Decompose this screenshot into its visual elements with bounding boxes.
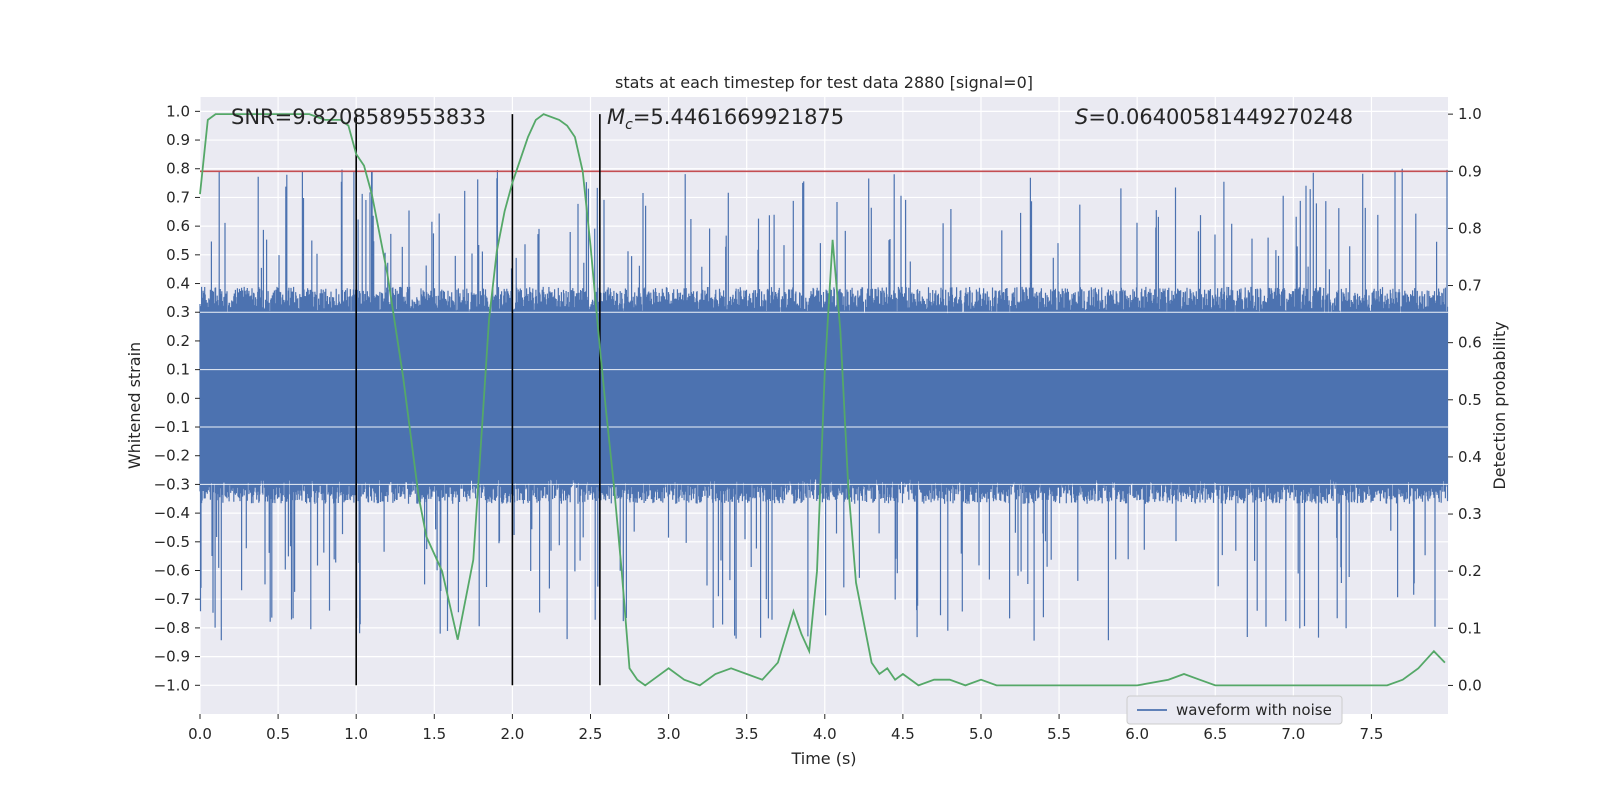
- x-tick-label: 6.0: [1125, 725, 1149, 743]
- x-tick-label: 1.0: [344, 725, 368, 743]
- y-right-tick-label: 1.0: [1458, 105, 1482, 123]
- chirp-mass-annotation: Mc=5.4461669921875: [607, 105, 844, 133]
- y-left-tick-label: 0.2: [166, 332, 190, 350]
- y-left-tick-label: 0.0: [166, 389, 190, 407]
- y-left-tick-label: −0.1: [154, 418, 190, 436]
- waveform-series: [199, 168, 1449, 641]
- y-left-tick-label: −0.7: [154, 590, 190, 608]
- y-left-tick-label: −0.8: [154, 619, 190, 637]
- y-right-tick-label: 0.5: [1458, 391, 1482, 409]
- chart-title: stats at each timestep for test data 288…: [615, 73, 1033, 92]
- y-left-tick-label: 0.8: [166, 160, 190, 178]
- x-tick-label: 6.5: [1203, 725, 1227, 743]
- x-tick-label: 5.0: [969, 725, 993, 743]
- y-left-tick-label: −1.0: [154, 676, 190, 694]
- legend-box: [1126, 695, 1343, 725]
- y-left-tick-label: 0.1: [166, 361, 190, 379]
- y-axis-left-label: Whitened strain: [125, 342, 144, 469]
- statistic-value: =0.06400581449270248: [1088, 105, 1353, 129]
- y-left-tick-label: 0.6: [166, 217, 190, 235]
- y-left-tick-label: 0.4: [166, 275, 190, 293]
- waveform-trace: [199, 168, 1449, 641]
- y-left-tick-label: −0.5: [154, 533, 190, 551]
- y-left-tick-label: 0.7: [166, 188, 190, 206]
- y-right-tick-label: 0.7: [1458, 277, 1482, 295]
- y-left-tick-label: −0.3: [154, 475, 190, 493]
- x-axis-label: Time (s): [790, 749, 856, 768]
- y-axis-right-label: Detection probability: [1490, 321, 1509, 489]
- x-tick-label: 7.0: [1281, 725, 1305, 743]
- x-tick-label: 4.5: [891, 725, 915, 743]
- x-tick-label: 4.0: [813, 725, 837, 743]
- chirp-mass-symbol: M: [607, 105, 625, 129]
- y-right-tick-label: 0.2: [1458, 562, 1482, 580]
- y-right-tick-label: 0.0: [1458, 676, 1482, 694]
- y-left-tick-label: −0.6: [154, 562, 190, 580]
- chirp-mass-value: =5.4461669921875: [633, 105, 844, 129]
- y-right-tick-label: 0.4: [1458, 448, 1482, 466]
- y-axis-right-ticks: 1.0 0.9 0.8 0.7 0.6 0.5 0.4 0.3 0.2 0.1 0.0: [1448, 105, 1482, 694]
- statistic-symbol: S: [1075, 105, 1088, 129]
- x-tick-label: 3.0: [657, 725, 681, 743]
- y-right-tick-label: 0.8: [1458, 219, 1482, 237]
- x-tick-label: 1.5: [422, 725, 446, 743]
- legend-label-waveform: waveform with noise: [1176, 701, 1332, 719]
- y-left-tick-label: −0.9: [154, 648, 190, 666]
- legend: waveform with noise: [1126, 695, 1343, 725]
- y-left-tick-label: −0.4: [154, 504, 190, 522]
- y-left-tick-label: 1.0: [166, 102, 190, 120]
- y-right-tick-label: 0.3: [1458, 505, 1482, 523]
- x-axis-ticks: 0.0 0.5 1.0 1.5 2.0 2.5 3.0 3.5 4.0 4.5 5.0 5.5 6.0 6…: [188, 714, 1383, 743]
- y-left-tick-label: −0.2: [154, 447, 190, 465]
- y-right-tick-label: 0.1: [1458, 619, 1482, 637]
- y-left-tick-label: 0.3: [166, 303, 190, 321]
- x-tick-label: 0.0: [188, 725, 212, 743]
- chirp-mass-subscript: c: [625, 117, 633, 133]
- x-tick-label: 2.0: [500, 725, 524, 743]
- y-right-tick-label: 0.9: [1458, 162, 1482, 180]
- snr-annotation: SNR=9.8208589553833: [231, 105, 486, 129]
- y-left-tick-label: 0.9: [166, 131, 190, 149]
- y-right-tick-label: 0.6: [1458, 334, 1482, 352]
- y-axis-left-ticks: 1.0 0.9 0.8 0.7 0.6 0.5 0.4 0.3 0.2 0.1 0.0 −0.1 −0.…: [154, 102, 200, 694]
- x-tick-label: 2.5: [579, 725, 603, 743]
- x-tick-label: 7.5: [1360, 725, 1384, 743]
- statistic-annotation: S=0.06400581449270248: [1075, 105, 1353, 129]
- x-tick-label: 0.5: [266, 725, 290, 743]
- detection-probability-line: [199, 113, 1446, 687]
- x-tick-label: 5.5: [1047, 725, 1071, 743]
- vertical-markers: [355, 114, 601, 686]
- y-left-tick-label: 0.5: [166, 246, 190, 264]
- x-tick-label: 3.5: [735, 725, 759, 743]
